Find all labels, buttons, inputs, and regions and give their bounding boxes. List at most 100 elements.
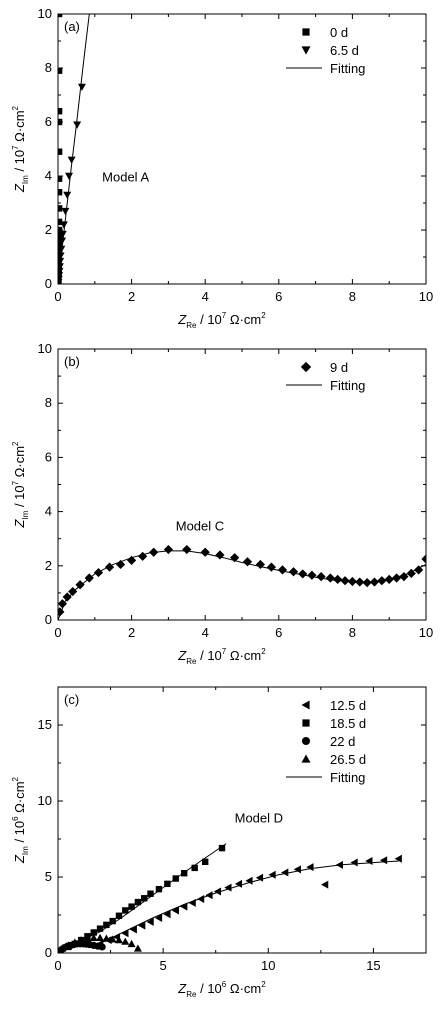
- legend-marker: [301, 700, 310, 710]
- chart-panel-1: 0 2 4 6 8 10 0 2 4 6 8 10 ZRe / 107 Ω·cm2 ZIm / 107 Ω…: [11, 341, 433, 666]
- legend-marker: [301, 736, 311, 746]
- data-point: [58, 175, 63, 182]
- data-point: [109, 917, 116, 925]
- model-annotation: Model C: [176, 519, 224, 534]
- series-9-d: [58, 544, 426, 617]
- x-tick-label: 0: [54, 958, 61, 973]
- data-point: [58, 599, 68, 609]
- chart-panel-2: 0 5 10 15 0 5 10 15 ZRe / 106 Ω·cm2 ZIm / 106 Ω·c…: [11, 686, 427, 999]
- data-point: [268, 870, 276, 879]
- y-tick-label: 0: [45, 276, 52, 291]
- y-tick-label: 4: [45, 504, 52, 519]
- data-point: [98, 943, 106, 951]
- legend-label: 9 d: [330, 360, 348, 375]
- plot-area: [58, 14, 90, 284]
- x-tick-label: 10: [261, 958, 275, 973]
- data-point: [89, 933, 98, 941]
- data-point: [58, 218, 63, 226]
- data-point: [277, 565, 288, 575]
- fitting-line: [58, 14, 90, 284]
- x-tick-label: 5: [160, 958, 167, 973]
- data-point: [102, 934, 111, 942]
- data-point: [242, 557, 253, 567]
- x-axis-label: ZRe / 107 Ω·cm2: [177, 647, 266, 666]
- data-point: [164, 880, 171, 888]
- data-point: [255, 559, 265, 570]
- x-axis-label: ZRe / 107 Ω·cm2: [177, 311, 266, 330]
- data-point: [298, 569, 308, 579]
- y-tick-label: 10: [38, 341, 52, 356]
- data-point: [58, 226, 63, 234]
- x-tick-label: 6: [275, 625, 282, 640]
- data-point: [58, 248, 63, 255]
- plot-frame: [57, 686, 427, 954]
- data-point: [399, 572, 409, 582]
- y-tick-label: 15: [38, 717, 52, 732]
- chart-panel-0: 0 2 4 6 8 10 0 2 4 6 8 10 ZRe / 107 Ω·cm2 ZIm / 107 Ω…: [11, 6, 433, 330]
- data-point: [154, 914, 163, 923]
- legend-marker: [302, 28, 310, 36]
- y-tick-label: 2: [45, 558, 52, 573]
- legend-label: 0 d: [330, 25, 348, 40]
- data-point: [146, 917, 154, 926]
- y-tick-label: 5: [45, 869, 52, 884]
- data-point: [96, 925, 104, 932]
- data-point: [75, 580, 85, 590]
- data-point: [58, 67, 63, 74]
- plot-area: [58, 843, 402, 953]
- fitting-line: [58, 843, 227, 951]
- data-point: [281, 868, 289, 877]
- data-point: [163, 910, 171, 919]
- data-point: [133, 944, 142, 952]
- data-point: [103, 921, 110, 929]
- data-point: [307, 570, 317, 580]
- data-point: [138, 921, 146, 930]
- x-axis-label: ZRe / 106 Ω·cm2: [177, 980, 266, 999]
- data-point: [58, 279, 63, 284]
- legend-label: 6.5 d: [330, 43, 359, 58]
- data-point: [58, 189, 63, 196]
- data-point: [350, 858, 358, 867]
- x-tick-label: 10: [419, 625, 433, 640]
- data-point: [58, 230, 67, 239]
- data-point: [406, 568, 416, 578]
- data-point: [121, 937, 130, 945]
- x-tick-label: 2: [128, 289, 135, 304]
- fitting-line: [58, 550, 426, 620]
- legend-label: Fitting: [330, 61, 365, 76]
- data-point: [65, 172, 74, 180]
- x-tick-label: 0: [54, 289, 61, 304]
- data-point: [121, 929, 129, 938]
- legend-label: 18.5 d: [330, 716, 366, 731]
- data-point: [306, 863, 314, 872]
- y-tick-label: 6: [45, 449, 52, 464]
- data-point: [129, 925, 137, 934]
- data-point: [230, 553, 240, 563]
- data-point: [58, 108, 63, 115]
- data-point: [163, 544, 173, 555]
- legend-marker: [300, 361, 312, 373]
- data-point: [234, 879, 243, 888]
- legend-label: 22 d: [330, 734, 355, 749]
- data-point: [58, 148, 63, 155]
- y-tick-label: 4: [45, 168, 52, 183]
- data-point: [122, 907, 129, 914]
- data-point: [191, 864, 198, 872]
- data-point: [325, 573, 335, 583]
- legend-label: Fitting: [330, 378, 365, 393]
- x-tick-label: 2: [128, 625, 135, 640]
- legend-label: 26.5 d: [330, 752, 366, 767]
- y-axis-label: ZIm / 107 Ω·cm2: [11, 441, 30, 529]
- data-point: [394, 854, 402, 863]
- data-point: [321, 880, 329, 889]
- data-point: [96, 933, 105, 941]
- data-point: [316, 572, 326, 582]
- y-tick-label: 8: [45, 395, 52, 410]
- data-point: [147, 890, 154, 897]
- data-point: [68, 586, 78, 597]
- data-point: [134, 898, 142, 906]
- y-tick-label: 0: [45, 612, 52, 627]
- data-point: [266, 562, 277, 572]
- legend-marker: [301, 46, 311, 55]
- x-tick-label: 15: [366, 958, 380, 973]
